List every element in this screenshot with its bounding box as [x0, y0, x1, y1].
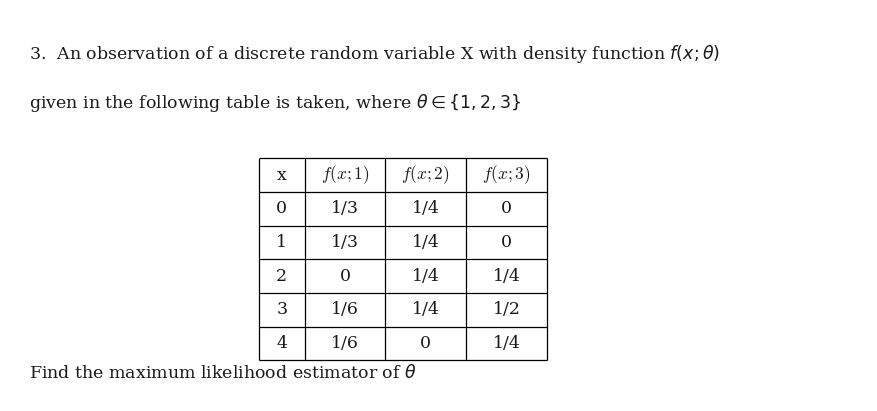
Text: 0: 0: [501, 200, 511, 217]
Text: 3.  An observation of a discrete random variable X with density function $f(x;\t: 3. An observation of a discrete random v…: [29, 43, 719, 65]
Text: $f(x;2)$: $f(x;2)$: [401, 164, 450, 187]
Text: 0: 0: [339, 268, 350, 285]
Text: given in the following table is taken, where $\theta \in \{1,2,3\}$: given in the following table is taken, w…: [29, 92, 521, 115]
Text: 0: 0: [501, 234, 511, 251]
Text: $f(x;3)$: $f(x;3)$: [481, 164, 531, 187]
Text: x: x: [276, 166, 287, 184]
Text: 3: 3: [276, 301, 287, 319]
Text: 1/3: 1/3: [331, 234, 359, 251]
Text: 1/4: 1/4: [411, 234, 439, 251]
Text: 1/4: 1/4: [411, 268, 439, 285]
Text: 1/4: 1/4: [492, 335, 520, 352]
Text: 4: 4: [276, 335, 287, 352]
Text: 1/3: 1/3: [331, 200, 359, 217]
Text: 1/2: 1/2: [492, 301, 520, 319]
Text: 1: 1: [276, 234, 287, 251]
Text: 1/6: 1/6: [331, 301, 359, 319]
Text: Find the maximum likelihood estimator of $\theta$: Find the maximum likelihood estimator of…: [29, 364, 416, 382]
Text: 0: 0: [276, 200, 287, 217]
Text: 2: 2: [276, 268, 287, 285]
Text: 0: 0: [420, 335, 431, 352]
Text: 1/4: 1/4: [411, 301, 439, 319]
Text: 1/6: 1/6: [331, 335, 359, 352]
Text: 1/4: 1/4: [492, 268, 520, 285]
Text: 1/4: 1/4: [411, 200, 439, 217]
Text: $f(x;1)$: $f(x;1)$: [320, 164, 369, 187]
